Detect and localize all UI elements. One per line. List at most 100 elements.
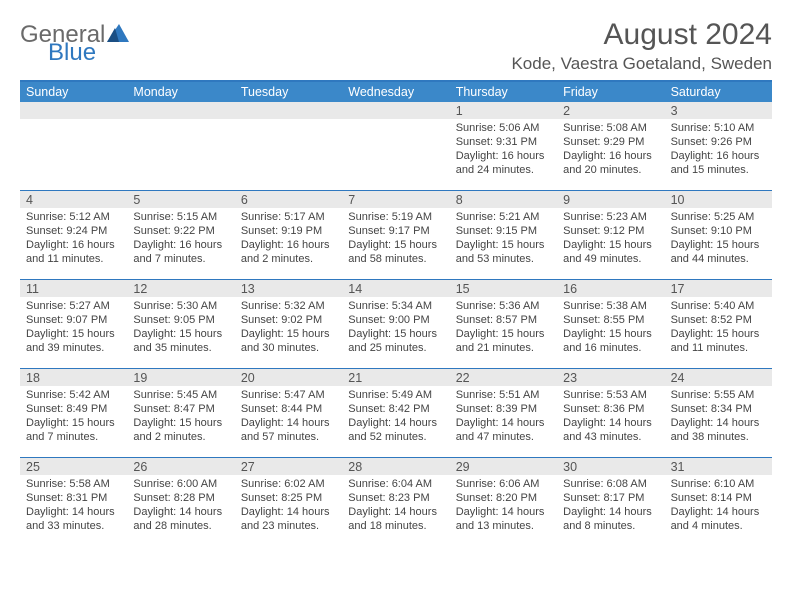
day-cell: 7Sunrise: 5:19 AMSunset: 9:17 PMDaylight… [342,191,449,279]
day-cell: 18Sunrise: 5:42 AMSunset: 8:49 PMDayligh… [20,369,127,457]
daynum-row: 21 [342,369,449,386]
day-cell: 31Sunrise: 6:10 AMSunset: 8:14 PMDayligh… [665,458,772,546]
day-number: 31 [665,460,685,474]
daynum-row: 22 [450,369,557,386]
day-body: Sunrise: 5:12 AMSunset: 9:24 PMDaylight:… [20,208,127,268]
sunrise-text: Sunrise: 5:21 AM [456,210,553,224]
sunrise-text: Sunrise: 5:53 AM [563,388,660,402]
daylight-text: Daylight: 16 hours and 2 minutes. [241,238,338,266]
sunrise-text: Sunrise: 5:17 AM [241,210,338,224]
daylight-text: Daylight: 14 hours and 4 minutes. [671,505,768,533]
day-body: Sunrise: 5:40 AMSunset: 8:52 PMDaylight:… [665,297,772,357]
title-block: August 2024 Kode, Vaestra Goetaland, Swe… [511,18,772,74]
daylight-text: Daylight: 15 hours and 58 minutes. [348,238,445,266]
day-number: 27 [235,460,255,474]
sunset-text: Sunset: 9:29 PM [563,135,660,149]
daynum-row: 20 [235,369,342,386]
sunset-text: Sunset: 8:31 PM [26,491,123,505]
daynum-row [20,102,127,119]
day-body [235,119,342,123]
dayname: Friday [557,82,664,102]
dayname-row: Sunday Monday Tuesday Wednesday Thursday… [20,82,772,102]
sunrise-text: Sunrise: 6:04 AM [348,477,445,491]
sunrise-text: Sunrise: 5:45 AM [133,388,230,402]
day-cell: 20Sunrise: 5:47 AMSunset: 8:44 PMDayligh… [235,369,342,457]
day-body: Sunrise: 5:51 AMSunset: 8:39 PMDaylight:… [450,386,557,446]
sunset-text: Sunset: 9:26 PM [671,135,768,149]
daynum-row: 9 [557,191,664,208]
day-body: Sunrise: 5:19 AMSunset: 9:17 PMDaylight:… [342,208,449,268]
sunset-text: Sunset: 8:47 PM [133,402,230,416]
daynum-row: 15 [450,280,557,297]
day-body [342,119,449,123]
sunrise-text: Sunrise: 5:47 AM [241,388,338,402]
day-body: Sunrise: 6:10 AMSunset: 8:14 PMDaylight:… [665,475,772,535]
daylight-text: Daylight: 14 hours and 52 minutes. [348,416,445,444]
day-body: Sunrise: 5:55 AMSunset: 8:34 PMDaylight:… [665,386,772,446]
sunset-text: Sunset: 8:44 PM [241,402,338,416]
week-row: 11Sunrise: 5:27 AMSunset: 9:07 PMDayligh… [20,279,772,368]
day-body: Sunrise: 5:47 AMSunset: 8:44 PMDaylight:… [235,386,342,446]
day-number: 5 [127,193,140,207]
sunrise-text: Sunrise: 5:42 AM [26,388,123,402]
day-body: Sunrise: 5:21 AMSunset: 9:15 PMDaylight:… [450,208,557,268]
daynum-row: 28 [342,458,449,475]
daynum-row: 10 [665,191,772,208]
day-cell: 2Sunrise: 5:08 AMSunset: 9:29 PMDaylight… [557,102,664,190]
day-number: 19 [127,371,147,385]
sunrise-text: Sunrise: 5:27 AM [26,299,123,313]
sunrise-text: Sunrise: 5:19 AM [348,210,445,224]
day-body: Sunrise: 5:27 AMSunset: 9:07 PMDaylight:… [20,297,127,357]
day-number: 30 [557,460,577,474]
daylight-text: Daylight: 14 hours and 23 minutes. [241,505,338,533]
day-number: 13 [235,282,255,296]
sunset-text: Sunset: 9:07 PM [26,313,123,327]
sunset-text: Sunset: 8:36 PM [563,402,660,416]
location: Kode, Vaestra Goetaland, Sweden [511,54,772,74]
sunset-text: Sunset: 9:05 PM [133,313,230,327]
sunset-text: Sunset: 9:17 PM [348,224,445,238]
sunset-text: Sunset: 9:31 PM [456,135,553,149]
day-body: Sunrise: 6:08 AMSunset: 8:17 PMDaylight:… [557,475,664,535]
day-number: 20 [235,371,255,385]
day-cell: 28Sunrise: 6:04 AMSunset: 8:23 PMDayligh… [342,458,449,546]
sunset-text: Sunset: 9:19 PM [241,224,338,238]
daynum-row: 25 [20,458,127,475]
week-row: 4Sunrise: 5:12 AMSunset: 9:24 PMDaylight… [20,190,772,279]
day-body: Sunrise: 5:06 AMSunset: 9:31 PMDaylight:… [450,119,557,179]
sunrise-text: Sunrise: 5:15 AM [133,210,230,224]
day-cell: 3Sunrise: 5:10 AMSunset: 9:26 PMDaylight… [665,102,772,190]
daynum-row: 24 [665,369,772,386]
daynum-row: 31 [665,458,772,475]
day-number: 22 [450,371,470,385]
day-cell: 15Sunrise: 5:36 AMSunset: 8:57 PMDayligh… [450,280,557,368]
day-body: Sunrise: 5:58 AMSunset: 8:31 PMDaylight:… [20,475,127,535]
day-body: Sunrise: 5:45 AMSunset: 8:47 PMDaylight:… [127,386,234,446]
day-number: 12 [127,282,147,296]
daynum-row [342,102,449,119]
daynum-row: 14 [342,280,449,297]
sunset-text: Sunset: 8:34 PM [671,402,768,416]
sunset-text: Sunset: 8:28 PM [133,491,230,505]
sunset-text: Sunset: 9:00 PM [348,313,445,327]
day-number: 9 [557,193,570,207]
sunset-text: Sunset: 9:02 PM [241,313,338,327]
daylight-text: Daylight: 14 hours and 8 minutes. [563,505,660,533]
day-cell: 4Sunrise: 5:12 AMSunset: 9:24 PMDaylight… [20,191,127,279]
day-body [127,119,234,123]
daynum-row: 12 [127,280,234,297]
daynum-row: 29 [450,458,557,475]
daynum-row [235,102,342,119]
sunrise-text: Sunrise: 5:49 AM [348,388,445,402]
sunset-text: Sunset: 8:14 PM [671,491,768,505]
daynum-row: 27 [235,458,342,475]
day-cell: 11Sunrise: 5:27 AMSunset: 9:07 PMDayligh… [20,280,127,368]
daynum-row: 18 [20,369,127,386]
day-cell [342,102,449,190]
sunrise-text: Sunrise: 5:32 AM [241,299,338,313]
day-body: Sunrise: 5:49 AMSunset: 8:42 PMDaylight:… [342,386,449,446]
sunset-text: Sunset: 9:12 PM [563,224,660,238]
day-cell: 9Sunrise: 5:23 AMSunset: 9:12 PMDaylight… [557,191,664,279]
daylight-text: Daylight: 14 hours and 38 minutes. [671,416,768,444]
day-number: 26 [127,460,147,474]
